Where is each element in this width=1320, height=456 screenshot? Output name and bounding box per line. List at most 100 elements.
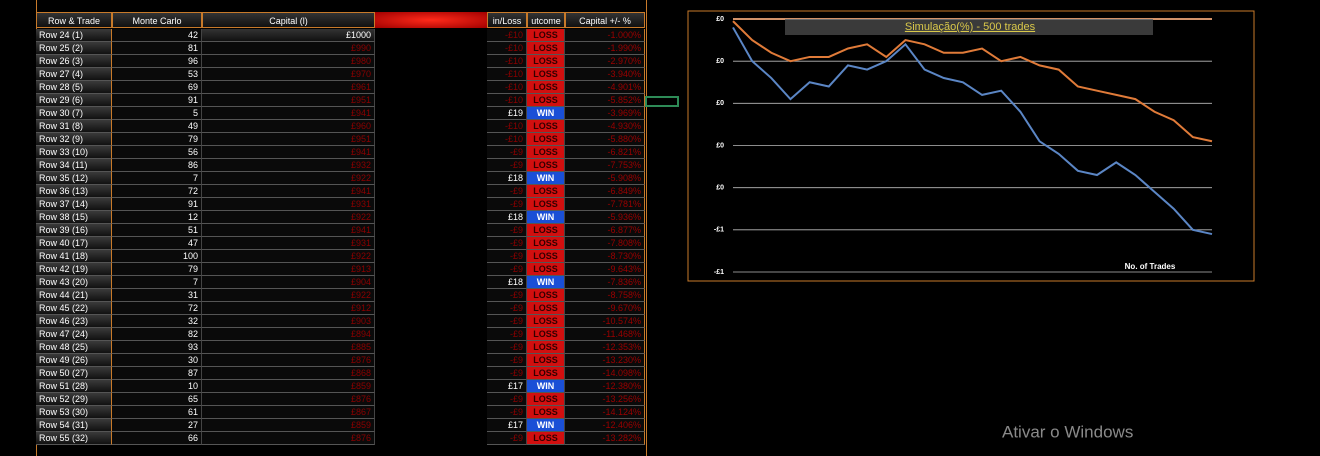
cell-capital-pct: -13.230% [565,354,645,367]
cell-monte-carlo: 66 [112,432,202,445]
cell-outcome: LOSS [527,263,565,276]
cell-win-loss: -£9 [487,289,527,302]
cell-monte-carlo: 12 [112,211,202,224]
cell-row: Row 55 (32) [36,432,112,445]
cell-monte-carlo: 31 [112,289,202,302]
cell-capital-pct: -8.730% [565,250,645,263]
cell-win-loss: -£9 [487,341,527,354]
cell-win-loss: -£9 [487,224,527,237]
cell-capital-pct: -4.901% [565,81,645,94]
cell-monte-carlo: 72 [112,185,202,198]
cell-win-loss: -£9 [487,146,527,159]
cell-outcome: LOSS [527,237,565,250]
cell-row: Row 26 (3) [36,55,112,68]
cell-row: Row 27 (4) [36,68,112,81]
cell-outcome: LOSS [527,185,565,198]
cell-capital: £960 [202,120,375,133]
cell-capital-pct: -11.468% [565,328,645,341]
x-axis-label: No. of Trades [1125,262,1176,271]
cell-monte-carlo: 79 [112,263,202,276]
cell-capital: £904 [202,276,375,289]
cell-win-loss: £17 [487,419,527,432]
cell-capital-pct: -5.936% [565,211,645,224]
cell-capital-pct: -14.124% [565,406,645,419]
column-header: Monte Carlo [112,12,202,28]
cell-outcome: LOSS [527,81,565,94]
cell-row: Row 51 (28) [36,380,112,393]
cell-row: Row 35 (12) [36,172,112,185]
cell-monte-carlo: 82 [112,328,202,341]
cell-row: Row 50 (27) [36,367,112,380]
cell-win-loss: -£10 [487,81,527,94]
cell-row: Row 32 (9) [36,133,112,146]
cell-win-loss: -£9 [487,250,527,263]
cell-win-loss: -£9 [487,263,527,276]
cell-outcome: LOSS [527,159,565,172]
cell-row: Row 25 (2) [36,42,112,55]
cell-capital: £922 [202,250,375,263]
cell-row: Row 40 (17) [36,237,112,250]
cell-capital-pct: -7.753% [565,159,645,172]
cell-capital: £876 [202,432,375,445]
cell-monte-carlo: 100 [112,250,202,263]
cell-row: Row 37 (14) [36,198,112,211]
cell-capital-pct: -9.670% [565,302,645,315]
cell-monte-carlo: 86 [112,159,202,172]
cell-capital-pct: -6.821% [565,146,645,159]
cell-row: Row 34 (11) [36,159,112,172]
cell-monte-carlo: 91 [112,198,202,211]
cell-outcome: LOSS [527,315,565,328]
cell-row: Row 46 (23) [36,315,112,328]
cell-win-loss: -£9 [487,302,527,315]
cell-capital-pct: -1.000% [565,29,645,42]
cell-outcome: LOSS [527,432,565,445]
cell-capital: £941 [202,107,375,120]
cell-monte-carlo: 10 [112,380,202,393]
cell-monte-carlo: 47 [112,237,202,250]
cell-capital: £922 [202,211,375,224]
cell-win-loss: -£10 [487,68,527,81]
cell-outcome: LOSS [527,328,565,341]
cell-monte-carlo: 91 [112,94,202,107]
cell-outcome: LOSS [527,341,565,354]
y-tick-label: -£1 [714,227,724,234]
cell-capital: £931 [202,198,375,211]
cell-row: Row 38 (15) [36,211,112,224]
cell-monte-carlo: 81 [112,42,202,55]
cell-row: Row 39 (16) [36,224,112,237]
cell-outcome: LOSS [527,133,565,146]
cell-row: Row 45 (22) [36,302,112,315]
cell-capital-pct: -6.877% [565,224,645,237]
red-header-cell [375,12,487,28]
cell-row: Row 48 (25) [36,341,112,354]
cell-capital: £913 [202,263,375,276]
cell-outcome: LOSS [527,94,565,107]
cell-win-loss: £18 [487,172,527,185]
cell-win-loss: -£9 [487,159,527,172]
cell-win-loss: £18 [487,276,527,289]
cell-outcome: LOSS [527,406,565,419]
cell-win-loss: -£10 [487,42,527,55]
cell-capital-pct: -13.282% [565,432,645,445]
cell-capital-pct: -12.380% [565,380,645,393]
cell-monte-carlo: 53 [112,68,202,81]
cell-win-loss: -£9 [487,237,527,250]
cell-outcome: LOSS [527,42,565,55]
y-tick-label: £0 [716,100,724,107]
cell-row: Row 53 (30) [36,406,112,419]
cell-capital-pct: -8.758% [565,289,645,302]
cell-outcome: LOSS [527,68,565,81]
title-background [785,19,1153,35]
cell-win-loss: -£9 [487,393,527,406]
cell-row: Row 42 (19) [36,263,112,276]
cell-monte-carlo: 7 [112,172,202,185]
cell-monte-carlo: 42 [112,29,202,42]
cell-row: Row 24 (1) [36,29,112,42]
cell-monte-carlo: 49 [112,120,202,133]
cell-capital: £867 [202,406,375,419]
y-tick-label: £0 [716,58,724,65]
cell-row: Row 28 (5) [36,81,112,94]
cell-win-loss: -£9 [487,185,527,198]
cell-win-loss: -£9 [487,406,527,419]
y-tick-label: -£1 [714,269,724,276]
